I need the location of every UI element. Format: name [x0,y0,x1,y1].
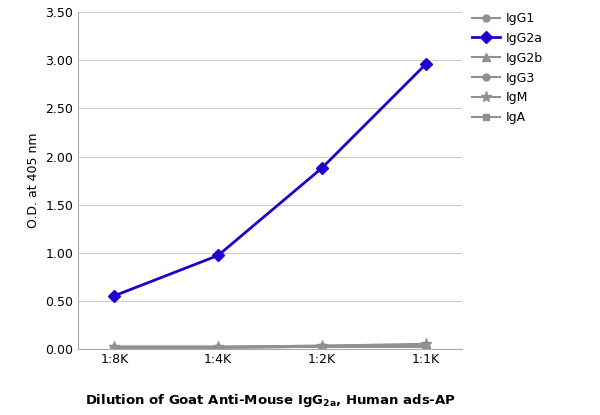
Y-axis label: O.D. at 405 nm: O.D. at 405 nm [26,133,40,228]
Legend: IgG1, IgG2a, IgG2b, IgG3, IgM, IgA: IgG1, IgG2a, IgG2b, IgG3, IgM, IgA [472,12,543,124]
Text: Dilution of Goat Anti-Mouse IgG$_{\mathregular{2a}}$, Human ads-AP: Dilution of Goat Anti-Mouse IgG$_{\mathr… [85,392,455,409]
